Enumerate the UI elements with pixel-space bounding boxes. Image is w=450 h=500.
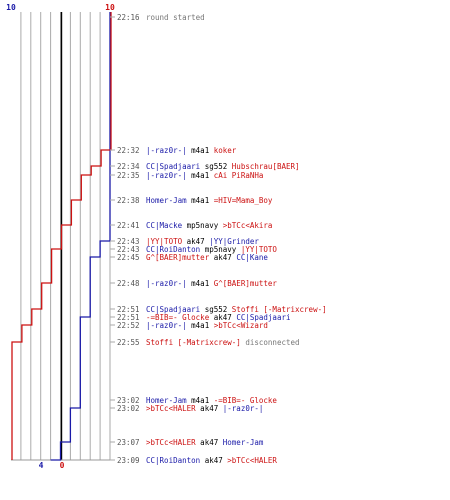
event-time: 22:32 — [117, 146, 140, 155]
event-part: >bTCc<HALER — [146, 438, 196, 447]
event-part: m4a1 — [187, 196, 214, 205]
event-part: -=BIB=- Glocke — [146, 313, 210, 322]
event-part: sg552 — [200, 305, 232, 314]
event-part: Homer-Jam — [146, 396, 187, 405]
red-end-count: 0 — [60, 461, 65, 470]
event-text: |YY|TOTO ak47 |YY|Grinder — [146, 237, 259, 246]
event-part: Stoffi [-Matrixcrew-] — [232, 305, 327, 314]
event-part: ak47 — [209, 313, 236, 322]
event-part: |YY|TOTO — [146, 237, 183, 246]
event-part: Hubschrau[BAER] — [232, 162, 300, 171]
event-time: 22:41 — [117, 221, 140, 230]
red-start-count: 10 — [105, 3, 115, 12]
event-part: CC|Spadjaari — [236, 313, 290, 322]
event-part: m4a1 — [187, 171, 214, 180]
event-part: =HIV=Mama_Boy — [214, 196, 273, 205]
event-part: |-raz0r-| — [146, 146, 187, 155]
event-part: m4a1 — [187, 279, 214, 288]
event-part: Stoffi [-Matrixcrew-] — [146, 338, 241, 347]
event-time: 23:09 — [117, 456, 140, 465]
event-part: ak47 — [200, 456, 227, 465]
event-time: 22:34 — [117, 162, 140, 171]
event-time: 23:02 — [117, 404, 140, 413]
event-part: >bTCc<Akira — [223, 221, 273, 230]
event-part: m4a1 — [187, 146, 214, 155]
event-text: |-raz0r-| m4a1 cAi PiRaNHa — [146, 171, 263, 180]
event-part: Homer-Jam — [223, 438, 264, 447]
event-time: 23:02 — [117, 396, 140, 405]
event-time: 22:51 — [117, 305, 140, 314]
event-part: CC|RoiDanton — [146, 245, 200, 254]
event-text: |-raz0r-| m4a1 G^[BAER]mutter — [146, 279, 277, 288]
event-part: CC|Kane — [236, 253, 268, 262]
event-part: ak47 — [196, 404, 223, 413]
event-part: m4a1 — [187, 321, 214, 330]
event-part: |-raz0r-| — [146, 279, 187, 288]
event-text: |-raz0r-| m4a1 >bTCc<Wizard — [146, 321, 268, 330]
event-time: 22:48 — [117, 279, 140, 288]
event-text: round started — [146, 13, 205, 22]
blue-start-count: 10 — [6, 3, 16, 12]
event-part: koker — [214, 146, 237, 155]
event-time: 22:52 — [117, 321, 140, 330]
event-text: -=BIB=- Glocke ak47 CC|Spadjaari — [146, 313, 291, 322]
event-part: cAi PiRaNHa — [214, 171, 264, 180]
event-text: CC|Spadjaari sg552 Stoffi [-Matrixcrew-] — [146, 305, 327, 314]
event-part: |-raz0r-| — [146, 321, 187, 330]
event-part: G^[BAER]mutter — [146, 253, 210, 262]
event-part: Homer-Jam — [146, 196, 187, 205]
event-text: |-raz0r-| m4a1 koker — [146, 146, 237, 155]
event-text: >bTCc<HALER ak47 |-raz0r-| — [146, 404, 263, 413]
event-part: G^[BAER]mutter — [214, 279, 278, 288]
event-text: Homer-Jam m4a1 -=BIB=- Glocke — [146, 396, 277, 405]
blue-end-count: 4 — [39, 461, 44, 470]
event-text: Stoffi [-Matrixcrew-] disconnected — [146, 338, 300, 347]
event-part: disconnected — [241, 338, 300, 347]
event-part: ak47 — [209, 253, 236, 262]
event-part: >bTCc<Wizard — [214, 321, 268, 330]
event-time: 22:45 — [117, 253, 140, 262]
event-part: sg552 — [200, 162, 232, 171]
red-team-trace — [11, 12, 112, 460]
event-time: 22:51 — [117, 313, 140, 322]
event-text: CC|Spadjaari sg552 Hubschrau[BAER] — [146, 162, 300, 171]
event-part: >bTCc<HALER — [227, 456, 277, 465]
event-time: 22:38 — [117, 196, 140, 205]
event-part: CC|Spadjaari — [146, 305, 200, 314]
event-time: 22:43 — [117, 245, 140, 254]
event-part: ak47 — [182, 237, 209, 246]
event-time: 22:16 — [117, 13, 140, 22]
event-text: G^[BAER]mutter ak47 CC|Kane — [146, 253, 268, 262]
event-part: |YY|TOTO — [241, 245, 278, 254]
event-part: |YY|Grinder — [209, 237, 259, 246]
event-text: CC|Macke mp5navy >bTCc<Akira — [146, 221, 272, 230]
event-text: CC|RoiDanton ak47 >bTCc<HALER — [146, 456, 277, 465]
event-part: -=BIB=- Glocke — [214, 396, 278, 405]
event-part: round started — [146, 13, 205, 22]
event-time: 23:07 — [117, 438, 140, 447]
event-part: |-raz0r-| — [146, 171, 187, 180]
event-part: >bTCc<HALER — [146, 404, 196, 413]
event-text: CC|RoiDanton mp5navy |YY|TOTO — [146, 245, 277, 254]
event-text: >bTCc<HALER ak47 Homer-Jam — [146, 438, 264, 447]
event-time: 22:55 — [117, 338, 140, 347]
event-part: CC|Macke — [146, 221, 183, 230]
event-part: CC|Spadjaari — [146, 162, 200, 171]
event-part: CC|RoiDanton — [146, 456, 200, 465]
event-part: m4a1 — [187, 396, 214, 405]
event-time: 22:35 — [117, 171, 140, 180]
event-part: ak47 — [196, 438, 223, 447]
event-part: |-raz0r-| — [223, 404, 264, 413]
event-text: Homer-Jam m4a1 =HIV=Mama_Boy — [146, 196, 273, 205]
event-part: mp5navy — [200, 245, 241, 254]
event-time: 22:43 — [117, 237, 140, 246]
event-part: mp5navy — [182, 221, 223, 230]
